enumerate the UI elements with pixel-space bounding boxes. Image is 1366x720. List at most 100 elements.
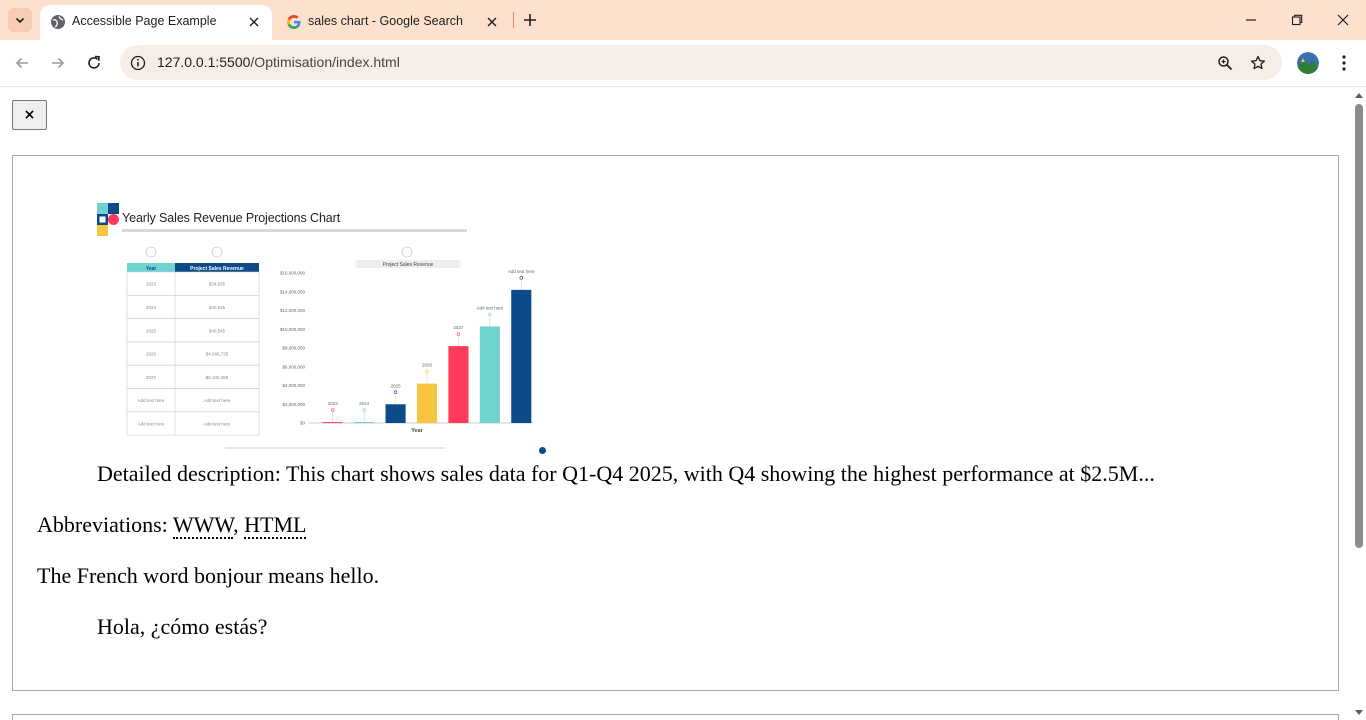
abbreviations-label: Abbreviations:: [37, 512, 173, 537]
bar-marker: [331, 408, 335, 412]
scrollbar-thumb[interactable]: [1355, 104, 1363, 548]
bookmark-button[interactable]: [1248, 53, 1268, 73]
bar-marker: [393, 390, 398, 394]
scroll-down-arrow-icon[interactable]: [1354, 709, 1364, 717]
tab-accessible-page[interactable]: Accessible Page Example: [40, 5, 272, 40]
scroll-up-arrow-icon[interactable]: [1354, 91, 1364, 99]
window-close-button[interactable]: [1320, 0, 1366, 40]
chart-bar: [416, 383, 438, 423]
chart-graphic: Year Project Sales Revenue 2023 $34,935 2024…: [126, 246, 535, 449]
bar-label: Add text here: [476, 305, 503, 310]
bar-label: 2024: [359, 401, 370, 406]
bar-marker: [519, 276, 523, 280]
info-icon: [130, 55, 146, 71]
minimize-button[interactable]: [1228, 0, 1274, 40]
browser-menu-button[interactable]: [1334, 52, 1354, 74]
restore-button[interactable]: [1274, 0, 1320, 40]
spanish-sentence: Hola, ¿cómo estás?: [97, 614, 268, 639]
chart-footer-note: [225, 447, 445, 449]
bar-label: Add text here: [508, 269, 535, 274]
tab-strip: Accessible Page Example sales chart - Go…: [0, 0, 1366, 40]
tab-close-button[interactable]: [483, 13, 501, 31]
chevron-down-icon: [15, 17, 25, 24]
y-tick-label: $2,000,000: [282, 402, 305, 407]
y-tick-label: $16,000,000: [280, 271, 306, 276]
bar-label: 2025: [391, 383, 402, 388]
table-header-text: Year: [146, 266, 157, 272]
x-axis-label: Year: [411, 428, 423, 434]
y-tick-label: $14,000,000: [280, 289, 306, 294]
table-cell: Add text here: [204, 398, 231, 403]
table-cell: 2023: [146, 282, 157, 287]
y-tick-label: $10,000,000: [280, 327, 306, 332]
y-tick-label: $12,000,000: [280, 308, 306, 313]
chart-bar: [511, 289, 532, 423]
reload-icon: [88, 55, 100, 69]
zoom-icon: [1218, 56, 1233, 71]
abbr-www: WWW: [172, 512, 234, 539]
google-icon: [287, 15, 301, 29]
reload-button[interactable]: [82, 51, 106, 75]
close-icon: [1337, 14, 1349, 26]
table-row: [126, 411, 260, 436]
table-cell: $40,545: [209, 328, 226, 333]
tab-search-button[interactable]: [8, 8, 32, 32]
chart-bar: [448, 346, 469, 423]
tab-separator: [513, 12, 514, 28]
url-text: 127.0.0.1:5500/Optimisation/index.html: [157, 54, 400, 70]
close-icon: [249, 17, 259, 27]
table-cell: $4,086,735: [206, 352, 229, 357]
tab-google-search[interactable]: sales chart - Google Search: [276, 5, 510, 40]
table-cell: Add text here: [138, 398, 165, 403]
bar-marker: [362, 408, 366, 412]
chart-header-icon: [401, 246, 413, 258]
next-panel: [12, 714, 1339, 720]
chart-image: Yearly Sales Revenue Projections Chart Y…: [97, 201, 537, 456]
figure-marker-dot: [539, 447, 546, 454]
plus-icon: [524, 14, 536, 26]
star-icon: [1250, 55, 1266, 70]
address-bar[interactable]: 127.0.0.1:5500/Optimisation/index.html: [120, 45, 1282, 80]
chart-bar: [354, 422, 375, 424]
page-scrollbar[interactable]: [1352, 88, 1366, 720]
globe-icon: [51, 15, 65, 29]
chart-panel-label: Project Sales Revenue: [383, 262, 434, 268]
chart-bar: [322, 422, 343, 424]
bar-label: 2023: [328, 401, 339, 406]
y-tick-label: $4,000,000: [282, 383, 305, 388]
chart-subtitle-line: [122, 229, 467, 232]
french-sentence: The French word bonjour means hello.: [37, 563, 380, 588]
bar-label: 2027: [453, 325, 464, 330]
table-header-cell: [175, 263, 259, 272]
y-tick-label: $8,000,000: [282, 346, 305, 351]
bar-marker: [456, 332, 461, 336]
chart-bar: [479, 326, 500, 423]
tab-title: sales chart - Google Search: [308, 14, 463, 28]
close-button[interactable]: ×: [12, 100, 47, 130]
bar-marker: [425, 369, 429, 374]
y-tick-label: $0: [300, 421, 306, 426]
back-button[interactable]: [10, 51, 34, 75]
arrow-right-icon: [52, 57, 65, 69]
table-cell: Add text here: [138, 421, 165, 426]
table-cell: 2026: [146, 352, 157, 357]
more-vert-icon: [1342, 55, 1346, 71]
abbr-html: HTML: [244, 512, 307, 539]
forward-button[interactable]: [46, 51, 70, 75]
table-cell: 2024: [146, 305, 157, 310]
profile-avatar[interactable]: [1297, 52, 1319, 74]
site-info-button[interactable]: [128, 53, 148, 73]
zoom-button[interactable]: [1215, 53, 1235, 73]
tab-close-button[interactable]: [245, 13, 263, 31]
bar-marker: [488, 312, 492, 317]
chart-header-icon: [211, 246, 223, 258]
browser-toolbar: 127.0.0.1:5500/Optimisation/index.html: [0, 40, 1366, 87]
close-icon: [487, 17, 497, 27]
table-cell: Add text here: [204, 421, 231, 426]
new-tab-button[interactable]: [519, 9, 541, 31]
chart-logo-icon: [97, 203, 119, 236]
arrow-left-icon: [15, 57, 28, 69]
table-cell: 2027: [146, 375, 157, 380]
url-path: /Optimisation/index.html: [250, 54, 400, 70]
minimize-icon: [1246, 19, 1256, 21]
